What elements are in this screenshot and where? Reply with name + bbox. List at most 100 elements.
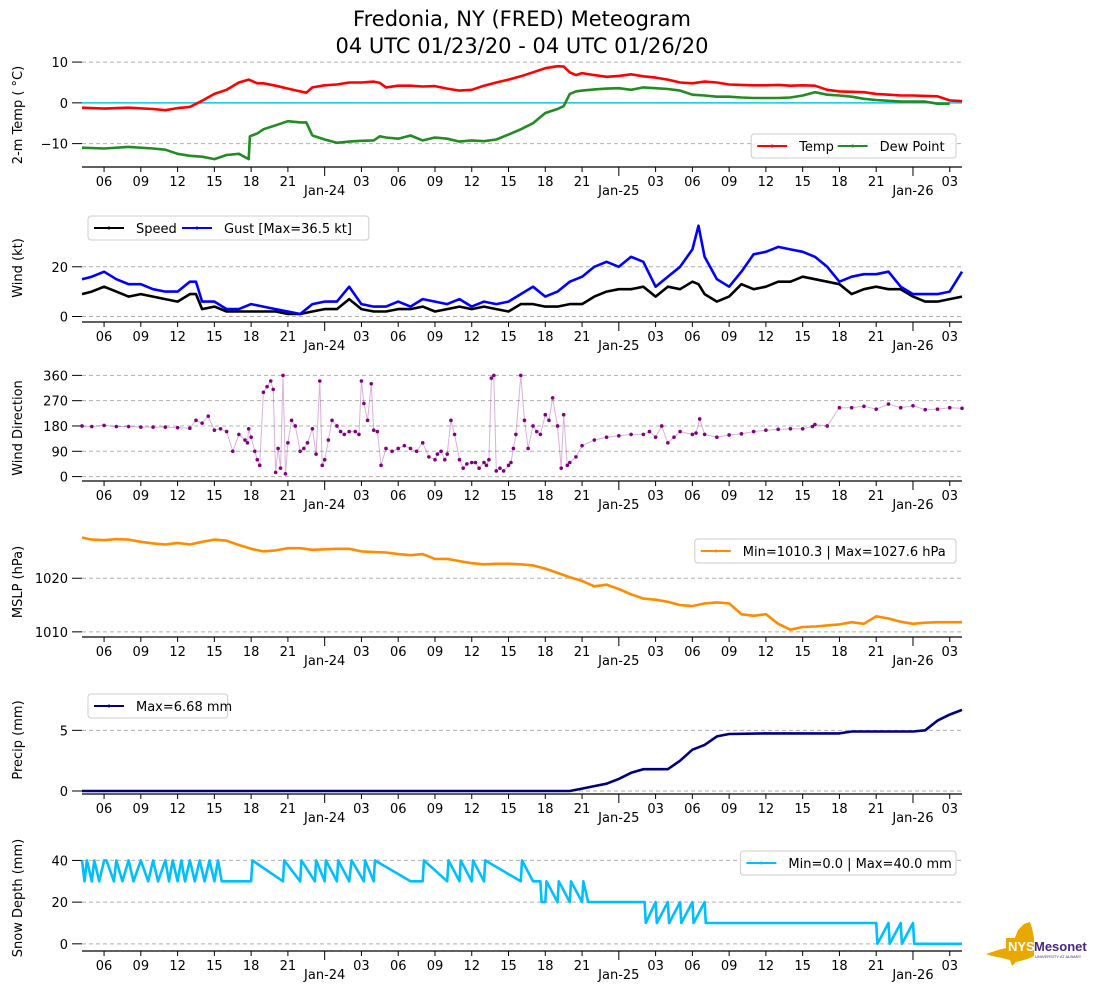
data-point-wdir bbox=[289, 418, 294, 423]
legend-precip bbox=[87, 693, 229, 719]
data-point-wdir bbox=[257, 463, 262, 468]
xdate-label-wdir: Jan-26 bbox=[891, 498, 933, 513]
xtick-label-mslp: 15 bbox=[794, 645, 811, 660]
xtick-label-wdir: 03 bbox=[647, 489, 664, 504]
data-point-wdir bbox=[492, 373, 496, 378]
data-point-wdir bbox=[369, 382, 374, 386]
xdate-label-temp: Jan-24 bbox=[303, 184, 345, 199]
data-point-wdir bbox=[200, 421, 204, 425]
data-point-wdir bbox=[465, 462, 469, 466]
data-point-wdir bbox=[353, 429, 358, 434]
xtick-label-precip: 03 bbox=[647, 802, 664, 817]
xdate-label-precip: Jan-25 bbox=[597, 811, 639, 826]
legend-wind bbox=[87, 215, 370, 241]
xtick-label-snow: 03 bbox=[647, 959, 664, 974]
ytick-label-mslp: 1010 bbox=[35, 626, 68, 641]
data-point-wdir bbox=[960, 406, 964, 411]
xtick-label-precip: 18 bbox=[243, 802, 260, 817]
data-point-wdir bbox=[580, 443, 584, 448]
data-point-wdir bbox=[457, 457, 462, 462]
xtick-label-snow: 18 bbox=[537, 959, 554, 974]
xtick-label-wdir: 09 bbox=[427, 489, 444, 504]
data-point-wdir bbox=[390, 449, 394, 454]
data-point-wdir bbox=[271, 387, 275, 392]
data-point-wdir bbox=[547, 418, 551, 423]
ytick-label-snow: 40 bbox=[51, 854, 68, 869]
xtick-label-temp: 15 bbox=[794, 175, 811, 190]
data-point-wdir bbox=[484, 463, 489, 468]
data-point-wdir bbox=[255, 457, 260, 462]
xtick-label-precip: 21 bbox=[868, 802, 885, 817]
xdate-label-wind: Jan-24 bbox=[303, 339, 345, 354]
data-point-wdir bbox=[439, 449, 443, 454]
xtick-label-wdir: 06 bbox=[684, 489, 701, 504]
data-point-wdir bbox=[561, 412, 566, 417]
xtick-label-precip: 06 bbox=[390, 802, 407, 817]
xtick-label-mslp: 21 bbox=[868, 645, 885, 660]
xtick-label-precip: 03 bbox=[941, 802, 958, 817]
xdate-label-mslp: Jan-26 bbox=[891, 654, 933, 669]
xtick-label-wdir: 21 bbox=[574, 489, 591, 504]
data-point-wdir bbox=[314, 452, 318, 456]
data-point-wdir bbox=[379, 463, 383, 468]
ylabel-precip: Precip (mm) bbox=[11, 700, 26, 779]
data-point-wdir bbox=[473, 460, 478, 465]
xtick-label-wind: 21 bbox=[280, 330, 297, 345]
xtick-label-wind: 09 bbox=[427, 330, 444, 345]
xtick-label-snow: 18 bbox=[243, 959, 260, 974]
data-point-wdir bbox=[310, 426, 315, 431]
data-point-wdir bbox=[317, 379, 322, 383]
xtick-label-wdir: 03 bbox=[941, 489, 958, 504]
xtick-label-temp: 06 bbox=[684, 175, 701, 190]
legend-marker-wind bbox=[107, 226, 111, 230]
data-point-wdir bbox=[477, 466, 481, 470]
data-point-wdir bbox=[935, 407, 940, 411]
xtick-label-mslp: 03 bbox=[647, 645, 664, 660]
xtick-label-wind: 21 bbox=[868, 330, 885, 345]
data-point-wdir bbox=[923, 407, 928, 412]
xtick-label-wdir: 09 bbox=[721, 489, 738, 504]
ytick-label-wind: 20 bbox=[51, 261, 68, 276]
xtick-label-precip: 15 bbox=[206, 802, 223, 817]
xtick-label-snow: 03 bbox=[353, 959, 370, 974]
xtick-label-wdir: 12 bbox=[169, 489, 186, 504]
xtick-label-snow: 09 bbox=[721, 959, 738, 974]
data-point-wdir bbox=[788, 426, 793, 431]
data-point-wdir bbox=[139, 425, 143, 429]
xtick-label-temp: 12 bbox=[169, 175, 186, 190]
data-point-wdir bbox=[727, 433, 731, 437]
data-point-wdir bbox=[550, 396, 555, 400]
ylabel-wdir: Wind Direction bbox=[11, 380, 26, 476]
xtick-label-mslp: 21 bbox=[280, 645, 297, 660]
data-point-wdir bbox=[813, 422, 817, 427]
legend-label-wind: Gust [Max=36.5 kt] bbox=[224, 222, 352, 237]
xtick-label-temp: 15 bbox=[500, 175, 517, 190]
data-point-wdir bbox=[375, 429, 380, 434]
xtick-label-wdir: 18 bbox=[831, 489, 848, 504]
data-point-wdir bbox=[800, 426, 805, 431]
xtick-label-mslp: 12 bbox=[463, 645, 480, 660]
xtick-label-precip: 09 bbox=[133, 802, 150, 817]
ytick-label-wind: 0 bbox=[60, 311, 68, 326]
data-point-wdir bbox=[230, 449, 235, 454]
xtick-label-mslp: 15 bbox=[206, 645, 223, 660]
xtick-label-mslp: 18 bbox=[831, 645, 848, 660]
xtick-label-mslp: 12 bbox=[758, 645, 775, 660]
xtick-label-wind: 03 bbox=[941, 330, 958, 345]
xtick-label-mslp: 06 bbox=[684, 645, 701, 660]
xdate-label-precip: Jan-26 bbox=[891, 811, 933, 826]
xtick-label-snow: 12 bbox=[169, 959, 186, 974]
data-point-wdir bbox=[151, 425, 155, 429]
data-point-wdir bbox=[678, 429, 682, 434]
ytick-label-wdir: 270 bbox=[43, 395, 68, 410]
data-point-wdir bbox=[911, 403, 915, 408]
data-point-wdir bbox=[555, 424, 560, 428]
xtick-label-precip: 06 bbox=[96, 802, 113, 817]
data-point-wdir bbox=[249, 435, 253, 440]
xdate-label-precip: Jan-24 bbox=[303, 811, 345, 826]
xtick-label-temp: 12 bbox=[758, 175, 775, 190]
xtick-label-precip: 09 bbox=[721, 802, 738, 817]
logo-nys-text: NYS bbox=[1008, 939, 1035, 954]
data-point-wdir bbox=[442, 457, 447, 462]
